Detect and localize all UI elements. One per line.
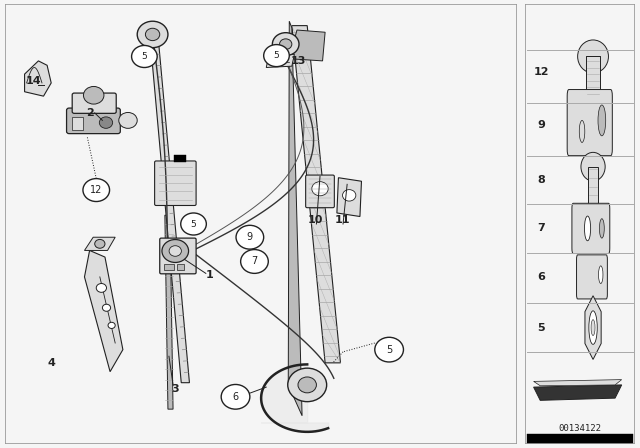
Polygon shape xyxy=(84,237,115,250)
Text: 14: 14 xyxy=(26,76,42,86)
Circle shape xyxy=(598,266,603,284)
Text: 00134122: 00134122 xyxy=(558,425,602,434)
Circle shape xyxy=(132,45,157,68)
Circle shape xyxy=(83,179,109,202)
Polygon shape xyxy=(534,379,621,386)
Ellipse shape xyxy=(578,40,609,73)
FancyBboxPatch shape xyxy=(572,203,610,254)
Circle shape xyxy=(83,86,104,104)
Circle shape xyxy=(180,213,206,235)
Text: 1: 1 xyxy=(206,270,214,280)
Text: 13: 13 xyxy=(291,56,306,66)
Text: 6: 6 xyxy=(232,392,239,402)
Circle shape xyxy=(280,39,292,49)
Circle shape xyxy=(598,105,605,136)
Bar xyxy=(586,56,600,96)
Circle shape xyxy=(108,322,115,328)
Text: 10: 10 xyxy=(307,215,323,224)
FancyBboxPatch shape xyxy=(155,161,196,206)
Text: 5: 5 xyxy=(191,220,196,228)
Bar xyxy=(177,264,184,270)
Circle shape xyxy=(102,304,111,311)
FancyBboxPatch shape xyxy=(577,255,607,299)
Bar xyxy=(72,117,83,130)
Text: 7: 7 xyxy=(538,224,545,233)
Circle shape xyxy=(162,240,189,263)
Circle shape xyxy=(298,377,316,393)
Polygon shape xyxy=(289,30,325,61)
Text: 9: 9 xyxy=(538,120,545,130)
Circle shape xyxy=(99,117,113,128)
Polygon shape xyxy=(292,26,340,363)
Polygon shape xyxy=(288,21,302,416)
Polygon shape xyxy=(24,61,51,96)
Circle shape xyxy=(221,384,250,409)
Circle shape xyxy=(119,112,137,128)
Circle shape xyxy=(137,21,168,47)
Polygon shape xyxy=(585,296,601,359)
FancyBboxPatch shape xyxy=(306,175,334,208)
Polygon shape xyxy=(84,250,123,372)
Circle shape xyxy=(95,239,105,248)
Circle shape xyxy=(96,284,106,293)
Text: 6: 6 xyxy=(538,272,545,282)
Circle shape xyxy=(264,45,289,67)
Text: 5: 5 xyxy=(274,51,279,60)
Circle shape xyxy=(312,182,328,196)
Circle shape xyxy=(600,219,604,238)
Text: 12: 12 xyxy=(90,185,102,195)
Circle shape xyxy=(272,56,278,61)
FancyBboxPatch shape xyxy=(67,108,120,134)
Text: 7: 7 xyxy=(252,256,257,267)
FancyBboxPatch shape xyxy=(567,90,612,155)
Polygon shape xyxy=(337,178,362,216)
Text: 5: 5 xyxy=(538,323,545,332)
Text: 9: 9 xyxy=(247,232,253,242)
Circle shape xyxy=(145,28,160,41)
Text: 2: 2 xyxy=(86,108,93,118)
Polygon shape xyxy=(534,385,621,401)
Ellipse shape xyxy=(581,152,605,181)
Circle shape xyxy=(169,246,181,256)
Polygon shape xyxy=(150,32,189,383)
FancyBboxPatch shape xyxy=(160,238,196,274)
Bar xyxy=(527,434,633,444)
Bar xyxy=(174,155,186,162)
Circle shape xyxy=(591,320,595,336)
Polygon shape xyxy=(266,54,294,68)
Polygon shape xyxy=(165,215,173,409)
Text: 3: 3 xyxy=(172,384,179,394)
Circle shape xyxy=(273,33,299,56)
Circle shape xyxy=(236,225,264,249)
Text: 11: 11 xyxy=(334,215,350,224)
Bar xyxy=(164,264,174,270)
Circle shape xyxy=(288,368,326,402)
Circle shape xyxy=(579,121,585,142)
Circle shape xyxy=(589,311,597,345)
Circle shape xyxy=(342,190,356,201)
Text: 5: 5 xyxy=(386,345,392,355)
Circle shape xyxy=(375,337,403,362)
Circle shape xyxy=(241,250,268,273)
Text: 8: 8 xyxy=(538,175,545,185)
FancyBboxPatch shape xyxy=(72,93,116,113)
Text: 5: 5 xyxy=(141,52,147,61)
Bar xyxy=(588,167,598,207)
Circle shape xyxy=(584,216,591,241)
Text: 4: 4 xyxy=(47,358,55,368)
Text: 12: 12 xyxy=(534,67,549,77)
